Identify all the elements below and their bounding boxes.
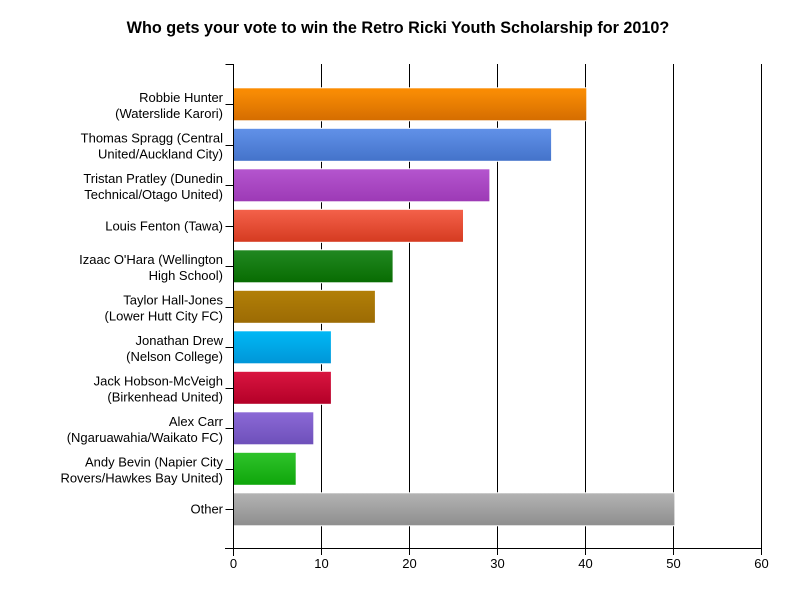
svg-text:10: 10 [314, 556, 328, 571]
svg-text:(Ngaruawahia/Waikato FC): (Ngaruawahia/Waikato FC) [67, 430, 223, 445]
svg-text:(Birkenhead United): (Birkenhead United) [107, 390, 223, 405]
svg-text:Who gets your vote to win the: Who gets your vote to win the Retro Rick… [127, 19, 670, 37]
svg-text:Jonathan Drew: Jonathan Drew [136, 333, 224, 348]
svg-text:Other: Other [190, 502, 223, 517]
svg-text:Andy Bevin (Napier City: Andy Bevin (Napier City [85, 455, 223, 470]
svg-text:30: 30 [490, 556, 504, 571]
svg-text:20: 20 [402, 556, 416, 571]
svg-text:High School): High School) [149, 268, 223, 283]
svg-text:Izaac O'Hara (Wellington: Izaac O'Hara (Wellington [79, 252, 223, 267]
svg-text:Taylor Hall-Jones: Taylor Hall-Jones [123, 293, 223, 308]
svg-text:Rovers/Hawkes Bay United): Rovers/Hawkes Bay United) [60, 471, 223, 486]
svg-text:Robbie Hunter: Robbie Hunter [139, 90, 223, 105]
svg-text:50: 50 [666, 556, 680, 571]
svg-text:(Waterslide Karori): (Waterslide Karori) [115, 106, 223, 121]
svg-text:Tristan Pratley (Dunedin: Tristan Pratley (Dunedin [83, 171, 223, 186]
svg-text:60: 60 [754, 556, 768, 571]
svg-text:(Lower Hutt City FC): (Lower Hutt City FC) [105, 309, 223, 324]
svg-text:0: 0 [230, 556, 237, 571]
svg-text:Louis Fenton (Tawa): Louis Fenton (Tawa) [105, 219, 223, 234]
svg-text:40: 40 [578, 556, 592, 571]
svg-text:Alex Carr: Alex Carr [169, 414, 224, 429]
svg-text:United/Auckland City): United/Auckland City) [98, 147, 223, 162]
svg-text:Technical/Otago United): Technical/Otago United) [84, 187, 223, 202]
svg-text:Jack Hobson-McVeigh: Jack Hobson-McVeigh [94, 374, 223, 389]
svg-text:Thomas Spragg (Central: Thomas Spragg (Central [81, 131, 223, 146]
svg-text:(Nelson College): (Nelson College) [126, 349, 223, 364]
